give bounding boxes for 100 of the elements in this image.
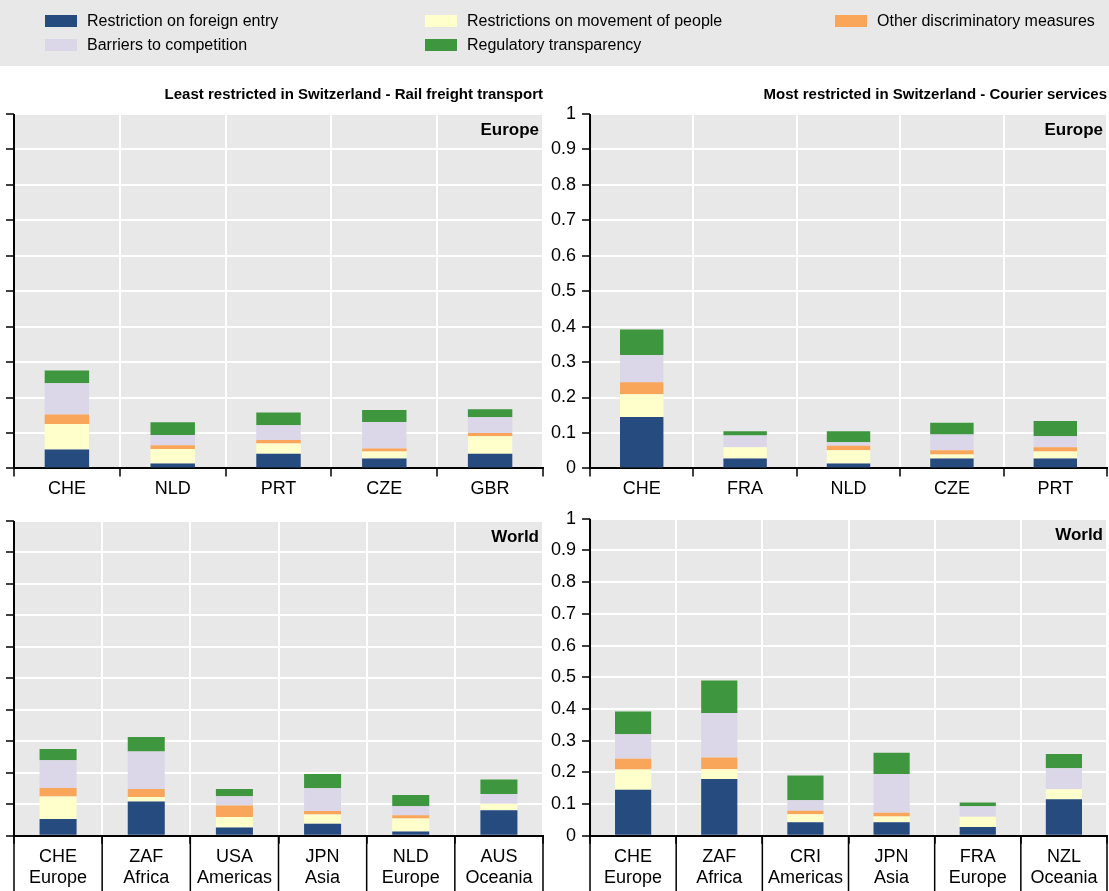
x-tick-label: FRA bbox=[727, 478, 764, 499]
bar bbox=[615, 769, 652, 790]
bar bbox=[392, 806, 430, 816]
x-tick-label: JPN Asia bbox=[305, 845, 342, 888]
x-tick-label: NLD Europe bbox=[381, 845, 440, 888]
bar bbox=[873, 752, 910, 774]
bar bbox=[44, 370, 90, 384]
bar bbox=[39, 819, 77, 835]
bar bbox=[701, 757, 738, 770]
bar bbox=[392, 794, 430, 807]
bar bbox=[1033, 458, 1078, 468]
x-tick-label: ZAF Africa bbox=[123, 845, 171, 888]
bar bbox=[150, 422, 195, 436]
y-tick-label: 0.3 bbox=[550, 729, 577, 750]
legend-label: Restrictions on movement of people bbox=[467, 12, 723, 30]
y-tick-label: 0.9 bbox=[550, 138, 577, 159]
bar bbox=[215, 796, 253, 806]
bar bbox=[256, 425, 301, 441]
bar bbox=[723, 458, 767, 468]
y-tick-label: 0.2 bbox=[550, 386, 577, 407]
y-tick-label: 0.6 bbox=[550, 244, 577, 265]
bar bbox=[620, 417, 664, 468]
y-tick-label: 0.8 bbox=[550, 571, 577, 592]
bar bbox=[392, 815, 430, 819]
chart-title: Least restricted in Switzerland - Rail freight transport bbox=[164, 85, 543, 103]
bar bbox=[127, 801, 165, 835]
bar bbox=[615, 711, 652, 735]
x-tick-label: CHE Europe bbox=[29, 845, 88, 888]
bar bbox=[787, 800, 824, 811]
bar bbox=[467, 436, 513, 454]
y-tick-label: 0 bbox=[566, 824, 577, 845]
bar bbox=[620, 329, 664, 355]
x-tick-label: USA Americas bbox=[196, 845, 272, 888]
bar bbox=[1045, 754, 1083, 769]
bar bbox=[787, 822, 824, 835]
bar bbox=[127, 736, 165, 752]
bar bbox=[467, 453, 513, 468]
x-tick-label: JPN Asia bbox=[874, 845, 911, 888]
annotation: Europe bbox=[1044, 120, 1103, 140]
bar bbox=[1033, 420, 1078, 437]
annotation: World bbox=[491, 527, 539, 547]
x-tick-label: PRT bbox=[260, 478, 297, 499]
bar bbox=[930, 458, 974, 468]
bar bbox=[304, 788, 342, 811]
bar bbox=[930, 434, 974, 451]
bar bbox=[480, 793, 518, 804]
bar bbox=[39, 796, 77, 820]
x-tick-label: NZL Oceania bbox=[1030, 845, 1099, 888]
bar bbox=[930, 422, 974, 435]
x-tick-label: GBR bbox=[470, 478, 510, 499]
annotation: World bbox=[1055, 524, 1103, 544]
x-tick-label: FRA Europe bbox=[948, 845, 1007, 888]
bar bbox=[39, 748, 77, 761]
bar bbox=[620, 382, 664, 395]
y-tick-label: 0.9 bbox=[550, 539, 577, 560]
bar bbox=[127, 797, 165, 802]
bar bbox=[787, 775, 824, 801]
x-tick-label: CHE bbox=[622, 478, 661, 499]
bar bbox=[959, 816, 996, 827]
bar bbox=[44, 424, 90, 450]
y-tick-label: 0.4 bbox=[550, 315, 577, 336]
bar bbox=[215, 805, 253, 817]
bar bbox=[826, 450, 871, 464]
x-tick-label: CZE bbox=[933, 478, 970, 499]
y-tick-label: 0.8 bbox=[550, 173, 577, 194]
bar bbox=[615, 758, 652, 770]
bar bbox=[392, 818, 430, 832]
x-tick-label: CRI Americas bbox=[767, 845, 843, 888]
bar bbox=[787, 814, 824, 823]
x-tick-label: ZAF Africa bbox=[696, 845, 744, 888]
bar bbox=[873, 822, 910, 835]
bar bbox=[701, 713, 738, 758]
bar bbox=[39, 760, 77, 788]
y-tick-label: 0.3 bbox=[550, 351, 577, 372]
y-tick-label: 0.5 bbox=[550, 280, 577, 301]
bar bbox=[480, 779, 518, 794]
bar bbox=[39, 787, 77, 797]
x-tick-label: NLD bbox=[154, 478, 191, 499]
bar bbox=[1033, 451, 1078, 459]
bar bbox=[256, 443, 301, 454]
x-tick-label: CHE bbox=[47, 478, 86, 499]
bar bbox=[959, 806, 996, 817]
bar bbox=[44, 449, 90, 468]
legend-label: Restriction on foreign entry bbox=[87, 12, 279, 30]
bar bbox=[615, 734, 652, 759]
y-tick-label: 0.5 bbox=[550, 666, 577, 687]
bar bbox=[127, 788, 165, 798]
bar bbox=[480, 810, 518, 835]
bar bbox=[256, 453, 301, 468]
y-tick-label: 1 bbox=[566, 102, 577, 123]
x-tick-label: CZE bbox=[366, 478, 403, 499]
annotation: Europe bbox=[480, 120, 539, 140]
bar bbox=[1033, 447, 1078, 452]
chart-title: Most restricted in Switzerland - Courier services bbox=[763, 85, 1107, 103]
y-tick-label: 1 bbox=[566, 507, 577, 528]
bar bbox=[826, 463, 871, 468]
bar bbox=[44, 383, 90, 415]
bar bbox=[362, 409, 407, 422]
bar bbox=[467, 409, 513, 418]
x-tick-label: AUS Oceania bbox=[465, 845, 534, 888]
